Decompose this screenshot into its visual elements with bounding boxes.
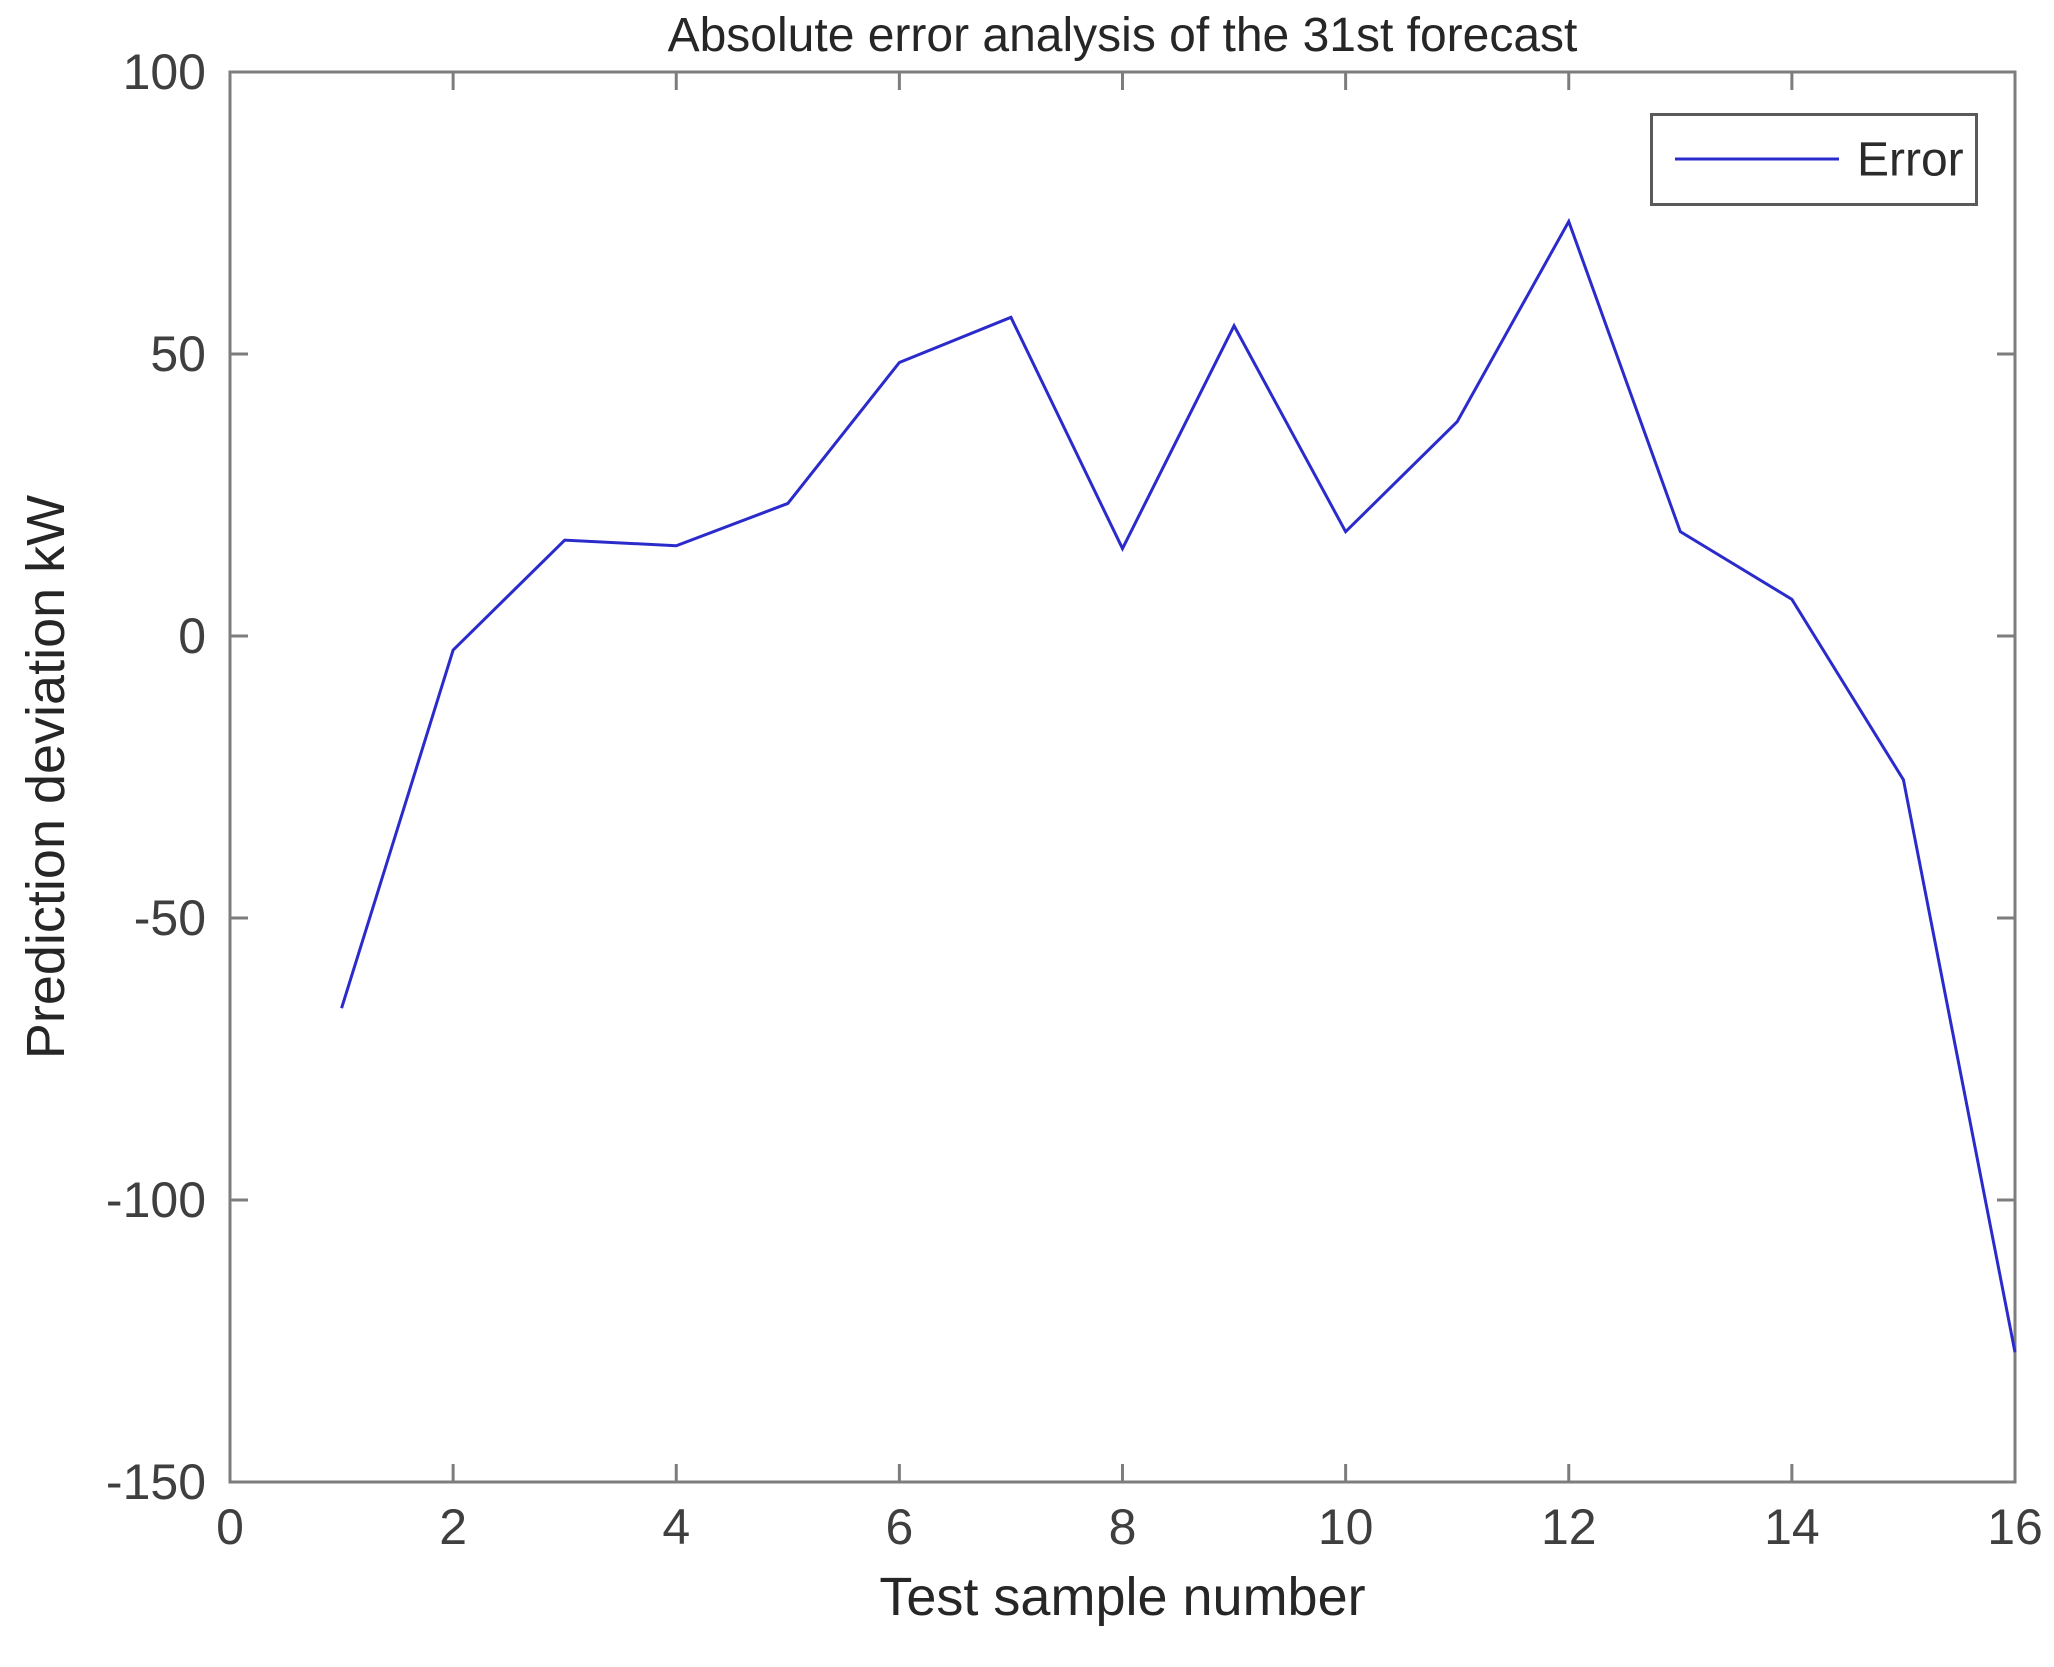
x-tick-label: 8 — [1108, 1499, 1137, 1555]
x-tick-label: 6 — [885, 1499, 914, 1555]
x-tick-label: 4 — [662, 1499, 691, 1555]
x-tick-label: 0 — [216, 1499, 244, 1555]
x-axis-label: Test sample number — [879, 1567, 1366, 1627]
x-tick-label: 2 — [439, 1499, 468, 1555]
x-tick-label: 12 — [1540, 1499, 1597, 1555]
x-tick-label: 14 — [1764, 1499, 1820, 1555]
legend: Error — [1650, 113, 1978, 206]
y-tick-label: -150 — [105, 1454, 206, 1510]
y-tick-label: 100 — [122, 44, 206, 100]
y-tick-label: -100 — [105, 1172, 206, 1228]
x-tick-label: 16 — [1987, 1499, 2043, 1555]
x-tick-label: 10 — [1317, 1499, 1374, 1555]
chart-title: Absolute error analysis of the 31st fore… — [667, 9, 1578, 62]
y-tick-label: 0 — [178, 608, 206, 664]
legend-line-sample — [1675, 157, 1839, 161]
legend-entry-label: Error — [1857, 133, 1964, 186]
y-tick-label: 50 — [150, 326, 206, 382]
y-tick-label: -50 — [133, 890, 206, 946]
error-series-line — [340, 217, 2017, 1353]
